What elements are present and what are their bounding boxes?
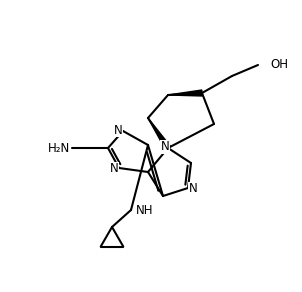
Text: N: N — [161, 140, 169, 154]
Text: N: N — [114, 124, 122, 136]
Text: N: N — [189, 182, 198, 196]
Text: N: N — [110, 163, 118, 175]
Polygon shape — [168, 90, 202, 96]
Text: NH: NH — [136, 204, 153, 218]
Text: H₂N: H₂N — [48, 142, 70, 154]
Polygon shape — [148, 118, 171, 150]
Text: OH: OH — [270, 58, 288, 72]
